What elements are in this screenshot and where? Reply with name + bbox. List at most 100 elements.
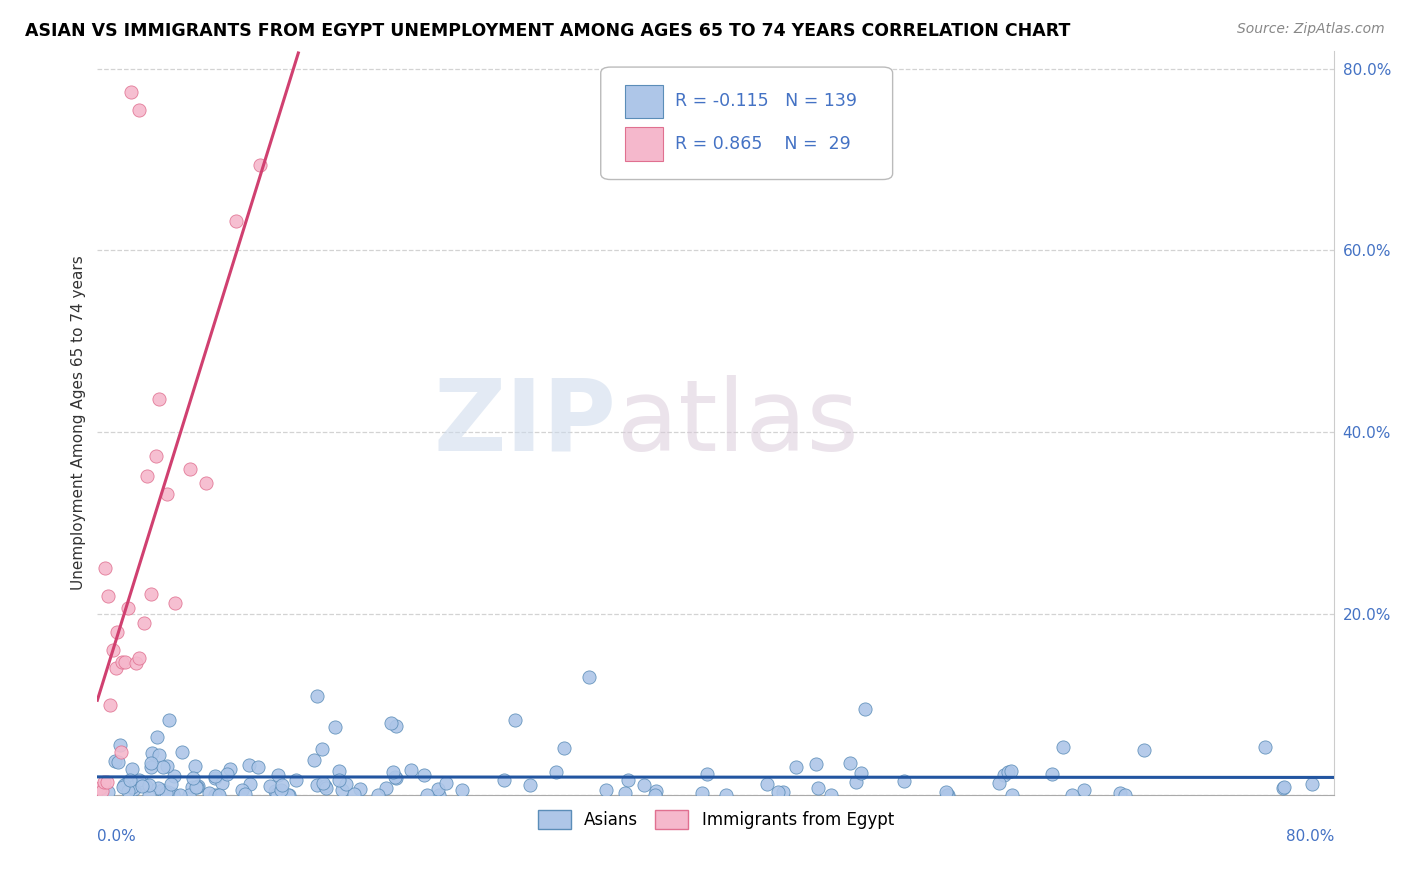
Point [155, 787, 177, 801]
Point [399, 763, 422, 777]
Point [107, 755, 129, 769]
Point [110, 745, 132, 759]
Point [145, 449, 167, 463]
Point [101, 643, 124, 657]
Point [838, 756, 860, 770]
Point [146, 730, 169, 744]
Point [128, 103, 150, 117]
Point [141, 746, 163, 760]
Point [935, 785, 957, 799]
Point [714, 788, 737, 802]
Point [270, 782, 292, 797]
Point [121, 762, 143, 776]
Point [186, 780, 208, 794]
Point [179, 462, 201, 476]
Point [277, 788, 299, 802]
Point [434, 775, 457, 789]
Point [169, 789, 191, 803]
Point [553, 741, 575, 756]
Text: R = -0.115   N = 139: R = -0.115 N = 139 [675, 92, 856, 111]
Point [938, 788, 960, 802]
Point [156, 785, 179, 799]
Point [503, 714, 526, 728]
Point [187, 780, 209, 794]
Point [385, 772, 408, 786]
Bar [626, 127, 662, 161]
Point [141, 760, 163, 774]
Bar [626, 85, 662, 118]
Point [120, 85, 142, 99]
FancyBboxPatch shape [600, 67, 893, 179]
Point [184, 759, 207, 773]
Point [219, 762, 242, 776]
Legend: Asians, Immigrants from Egypt: Asians, Immigrants from Egypt [531, 803, 901, 836]
Y-axis label: Unemployment Among Ages 65 to 74 years: Unemployment Among Ages 65 to 74 years [72, 256, 86, 591]
Point [845, 775, 868, 789]
Point [96, 774, 118, 789]
Point [112, 780, 135, 794]
Point [146, 780, 169, 795]
Point [1001, 788, 1024, 802]
Point [519, 778, 541, 792]
Point [416, 789, 439, 803]
Point [107, 624, 129, 639]
Point [343, 787, 366, 801]
Point [233, 787, 256, 801]
Point [1040, 767, 1063, 781]
Point [314, 779, 336, 793]
Point [1272, 780, 1295, 794]
Point [163, 596, 186, 610]
Point [135, 779, 157, 793]
Text: 0.0%: 0.0% [97, 829, 136, 844]
Point [152, 760, 174, 774]
Point [427, 789, 450, 803]
Point [148, 747, 170, 762]
Text: R = 0.865    N =  29: R = 0.865 N = 29 [675, 135, 851, 153]
Point [117, 600, 139, 615]
Text: Source: ZipAtlas.com: Source: ZipAtlas.com [1237, 22, 1385, 37]
Point [217, 767, 239, 781]
Text: ASIAN VS IMMIGRANTS FROM EGYPT UNEMPLOYMENT AMONG AGES 65 TO 74 YEARS CORRELATIO: ASIAN VS IMMIGRANTS FROM EGYPT UNEMPLOYM… [25, 22, 1071, 40]
Point [160, 777, 183, 791]
Point [211, 776, 233, 790]
Point [311, 776, 333, 790]
Point [1109, 786, 1132, 800]
Point [125, 656, 148, 670]
Point [267, 768, 290, 782]
Point [94, 561, 117, 575]
Point [544, 765, 567, 780]
Point [131, 775, 153, 789]
Point [1114, 789, 1136, 803]
Point [266, 787, 288, 801]
Point [284, 773, 307, 788]
Point [1272, 781, 1295, 796]
Point [335, 777, 357, 791]
Point [330, 783, 353, 797]
Point [384, 770, 406, 784]
Point [307, 777, 329, 791]
Point [278, 789, 301, 803]
Point [247, 760, 270, 774]
Point [323, 720, 346, 734]
Point [170, 745, 193, 759]
Point [644, 788, 666, 802]
Point [111, 655, 134, 669]
Point [97, 785, 120, 799]
Point [239, 776, 262, 790]
Point [935, 789, 957, 803]
Point [141, 756, 163, 770]
Point [97, 589, 120, 603]
Point [1060, 789, 1083, 803]
Point [595, 783, 617, 797]
Point [690, 787, 713, 801]
Point [181, 771, 204, 785]
Point [413, 768, 436, 782]
Point [450, 783, 472, 797]
Point [238, 758, 260, 772]
Point [93, 774, 115, 789]
Point [271, 778, 294, 792]
Point [121, 780, 143, 794]
Point [162, 769, 184, 783]
Point [114, 655, 136, 669]
Point [264, 784, 287, 798]
